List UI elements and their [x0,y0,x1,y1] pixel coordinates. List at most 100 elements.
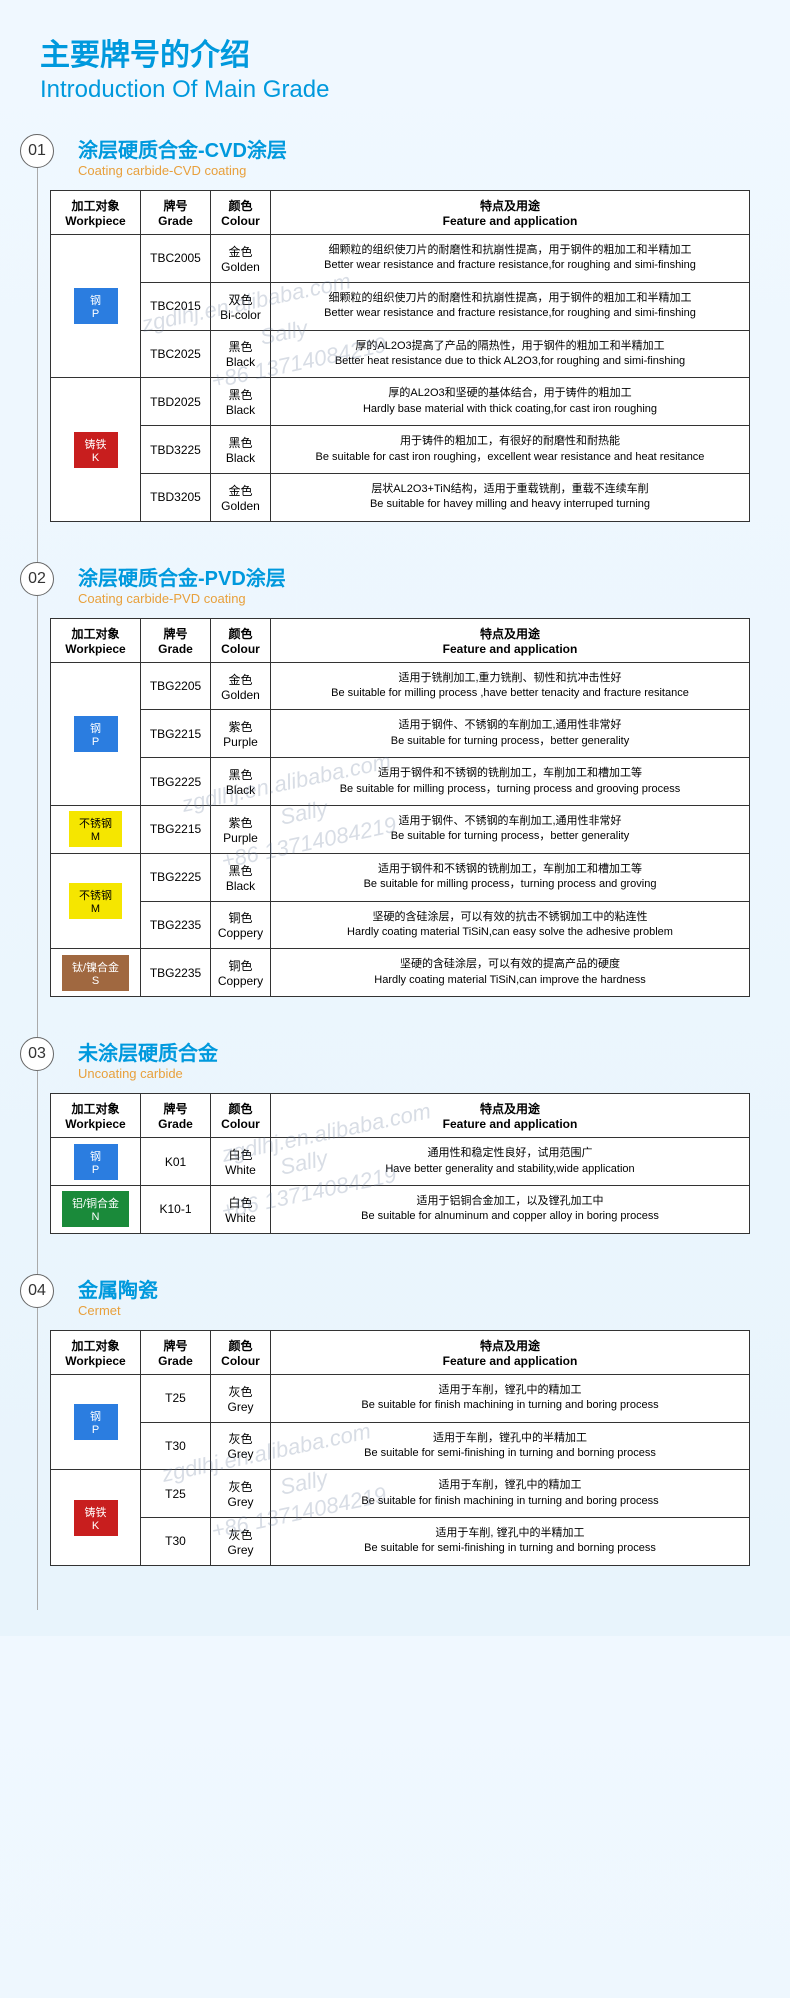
grade-cell: TBC2025 [141,330,211,378]
workpiece-badge: 铸铁K [74,1500,118,1536]
feature-cell: 通用性和稳定性良好，试用范围广Have better generality an… [271,1138,750,1186]
workpiece-cell: 钢P [51,1138,141,1186]
feature-cell: 坚硬的含硅涂层，可以有效的抗击不锈钢加工中的粘连性Hardly coating … [271,901,750,949]
feature-cell: 适用于钢件和不锈钢的铣削加工，车削加工和槽加工等Be suitable for … [271,853,750,901]
workpiece-badge: 不锈钢M [69,811,122,847]
th-feature: 特点及用途Feature and application [271,618,750,662]
feature-cell: 厚的AL2O3提高了产品的隔热性，用于钢件的粗加工和半精加工Better hea… [271,330,750,378]
colour-cell: 灰色Grey [211,1374,271,1422]
colour-cell: 黑色Black [211,853,271,901]
feature-cell: 适用于车削，镗孔中的精加工Be suitable for finish mach… [271,1374,750,1422]
workpiece-badge: 钢P [74,1144,118,1180]
colour-cell: 紫色Purple [211,806,271,854]
feature-cell: 适用于车削，镗孔中的半精加工Be suitable for semi-finis… [271,1422,750,1470]
section-title-cn: 涂层硬质合金-PVD涂层 [78,562,286,591]
workpiece-cell: 铸铁K [51,1470,141,1566]
feature-cell: 坚硬的含硅涂层，可以有效的提高产品的硬度Hardly coating mater… [271,949,750,997]
table-row: 钢P K01白色White通用性和稳定性良好，试用范围广Have better … [51,1138,750,1186]
section-title-en: Cermet [78,1303,158,1318]
grade-cell: TBG2215 [141,710,211,758]
table-row: 钢P T25灰色Grey适用于车削，镗孔中的精加工Be suitable for… [51,1374,750,1422]
colour-cell: 黑色Black [211,758,271,806]
feature-cell: 适用于车削, 镗孔中的半精加工Be suitable for semi-fini… [271,1518,750,1566]
th-colour: 颜色Colour [211,1330,271,1374]
grade-cell: K10-1 [141,1185,211,1233]
section: 01 涂层硬质合金-CVD涂层 Coating carbide-CVD coat… [40,134,750,522]
grade-cell: T30 [141,1518,211,1566]
section-title-cn: 涂层硬质合金-CVD涂层 [78,134,287,163]
th-colour: 颜色Colour [211,618,271,662]
colour-cell: 铜色Coppery [211,949,271,997]
grade-table: 加工对象Workpiece 牌号Grade 颜色Colour 特点及用途Feat… [50,1093,750,1234]
table-row: TBG2215紫色Purple适用于钢件、不锈钢的车削加工,通用性非常好Be s… [51,710,750,758]
section-title-cn: 金属陶瓷 [78,1274,158,1303]
workpiece-badge: 钢P [74,1404,118,1440]
colour-cell: 灰色Grey [211,1470,271,1518]
th-workpiece: 加工对象Workpiece [51,1330,141,1374]
table-row: 铸铁K TBD2025黑色Black厚的AL2O3和坚硬的基体结合，用于铸件的粗… [51,378,750,426]
feature-cell: 适用于钢件、不锈钢的车削加工,通用性非常好Be suitable for tur… [271,710,750,758]
grade-table: 加工对象Workpiece 牌号Grade 颜色Colour 特点及用途Feat… [50,190,750,522]
section: 03 未涂层硬质合金 Uncoating carbide 加工对象Workpie… [40,1037,750,1234]
colour-cell: 黑色Black [211,330,271,378]
th-workpiece: 加工对象Workpiece [51,618,141,662]
table-row: 铝/铜合金N K10-1白色White适用于铝铜合金加工，以及镗孔加工中Be s… [51,1185,750,1233]
table-row: TBD3205金色Golden层状AL2O3+TiN结构，适用于重载铣削，重载不… [51,473,750,521]
colour-cell: 双色Bi-color [211,282,271,330]
grade-cell: TBG2235 [141,949,211,997]
section-number: 03 [20,1037,54,1071]
feature-cell: 适用于车削，镗孔中的精加工Be suitable for finish mach… [271,1470,750,1518]
workpiece-cell: 不锈钢M [51,853,141,949]
th-grade: 牌号Grade [141,1094,211,1138]
section-title-en: Coating carbide-PVD coating [78,591,286,606]
table-row: 钢P TBG2205金色Golden适用于铣削加工,重力铣削、韧性和抗冲击性好B… [51,662,750,710]
table-row: TBG2225黑色Black适用于钢件和不锈钢的铣削加工，车削加工和槽加工等Be… [51,758,750,806]
section-title-cn: 未涂层硬质合金 [78,1037,218,1066]
table-row: T30灰色Grey适用于车削, 镗孔中的半精加工Be suitable for … [51,1518,750,1566]
colour-cell: 灰色Grey [211,1422,271,1470]
colour-cell: 金色Golden [211,662,271,710]
workpiece-badge: 铸铁K [74,432,118,468]
th-grade: 牌号Grade [141,618,211,662]
section: 04 金属陶瓷 Cermet 加工对象Workpiece 牌号Grade 颜色C… [40,1274,750,1566]
page-title-en: Introduction Of Main Grade [40,76,750,104]
table-row: TBC2025黑色Black厚的AL2O3提高了产品的隔热性，用于钢件的粗加工和… [51,330,750,378]
workpiece-cell: 铝/铜合金N [51,1185,141,1233]
th-colour: 颜色Colour [211,1094,271,1138]
section-number: 04 [20,1274,54,1308]
colour-cell: 金色Golden [211,235,271,283]
feature-cell: 细颗粒的组织使刀片的耐磨性和抗崩性提高，用于钢件的粗加工和半精加工Better … [271,282,750,330]
grade-cell: TBG2225 [141,758,211,806]
colour-cell: 黑色Black [211,378,271,426]
colour-cell: 黑色Black [211,426,271,474]
workpiece-cell: 钢P [51,235,141,378]
grade-cell: TBD3225 [141,426,211,474]
grade-cell: TBC2015 [141,282,211,330]
grade-cell: TBG2225 [141,853,211,901]
th-colour: 颜色Colour [211,191,271,235]
colour-cell: 白色White [211,1185,271,1233]
feature-cell: 适用于铝铜合金加工，以及镗孔加工中Be suitable for alnumin… [271,1185,750,1233]
grade-cell: T30 [141,1422,211,1470]
table-row: TBD3225黑色Black用于铸件的粗加工，有很好的耐磨性和耐热能Be sui… [51,426,750,474]
colour-cell: 紫色Purple [211,710,271,758]
colour-cell: 灰色Grey [211,1518,271,1566]
workpiece-cell: 铸铁K [51,378,141,521]
table-row: 钛/镍合金S TBG2235铜色Coppery坚硬的含硅涂层，可以有效的提高产品… [51,949,750,997]
th-workpiece: 加工对象Workpiece [51,1094,141,1138]
workpiece-cell: 钛/镍合金S [51,949,141,997]
th-feature: 特点及用途Feature and application [271,1094,750,1138]
workpiece-badge: 钢P [74,716,118,752]
table-row: TBG2235铜色Coppery坚硬的含硅涂层，可以有效的抗击不锈钢加工中的粘连… [51,901,750,949]
grade-cell: TBG2205 [141,662,211,710]
th-feature: 特点及用途Feature and application [271,191,750,235]
grade-cell: TBD3205 [141,473,211,521]
page-title-cn: 主要牌号的介绍 [40,30,750,74]
workpiece-badge: 钢P [74,288,118,324]
feature-cell: 用于铸件的粗加工，有很好的耐磨性和耐热能Be suitable for cast… [271,426,750,474]
feature-cell: 层状AL2O3+TiN结构，适用于重载铣削，重载不连续车削Be suitable… [271,473,750,521]
grade-cell: TBC2005 [141,235,211,283]
feature-cell: 厚的AL2O3和坚硬的基体结合，用于铸件的粗加工Hardly base mate… [271,378,750,426]
section-title-en: Coating carbide-CVD coating [78,163,287,178]
grade-table: 加工对象Workpiece 牌号Grade 颜色Colour 特点及用途Feat… [50,1330,750,1566]
